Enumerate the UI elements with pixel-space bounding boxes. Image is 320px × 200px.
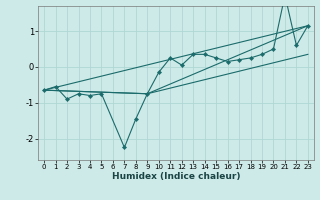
X-axis label: Humidex (Indice chaleur): Humidex (Indice chaleur) (112, 172, 240, 181)
